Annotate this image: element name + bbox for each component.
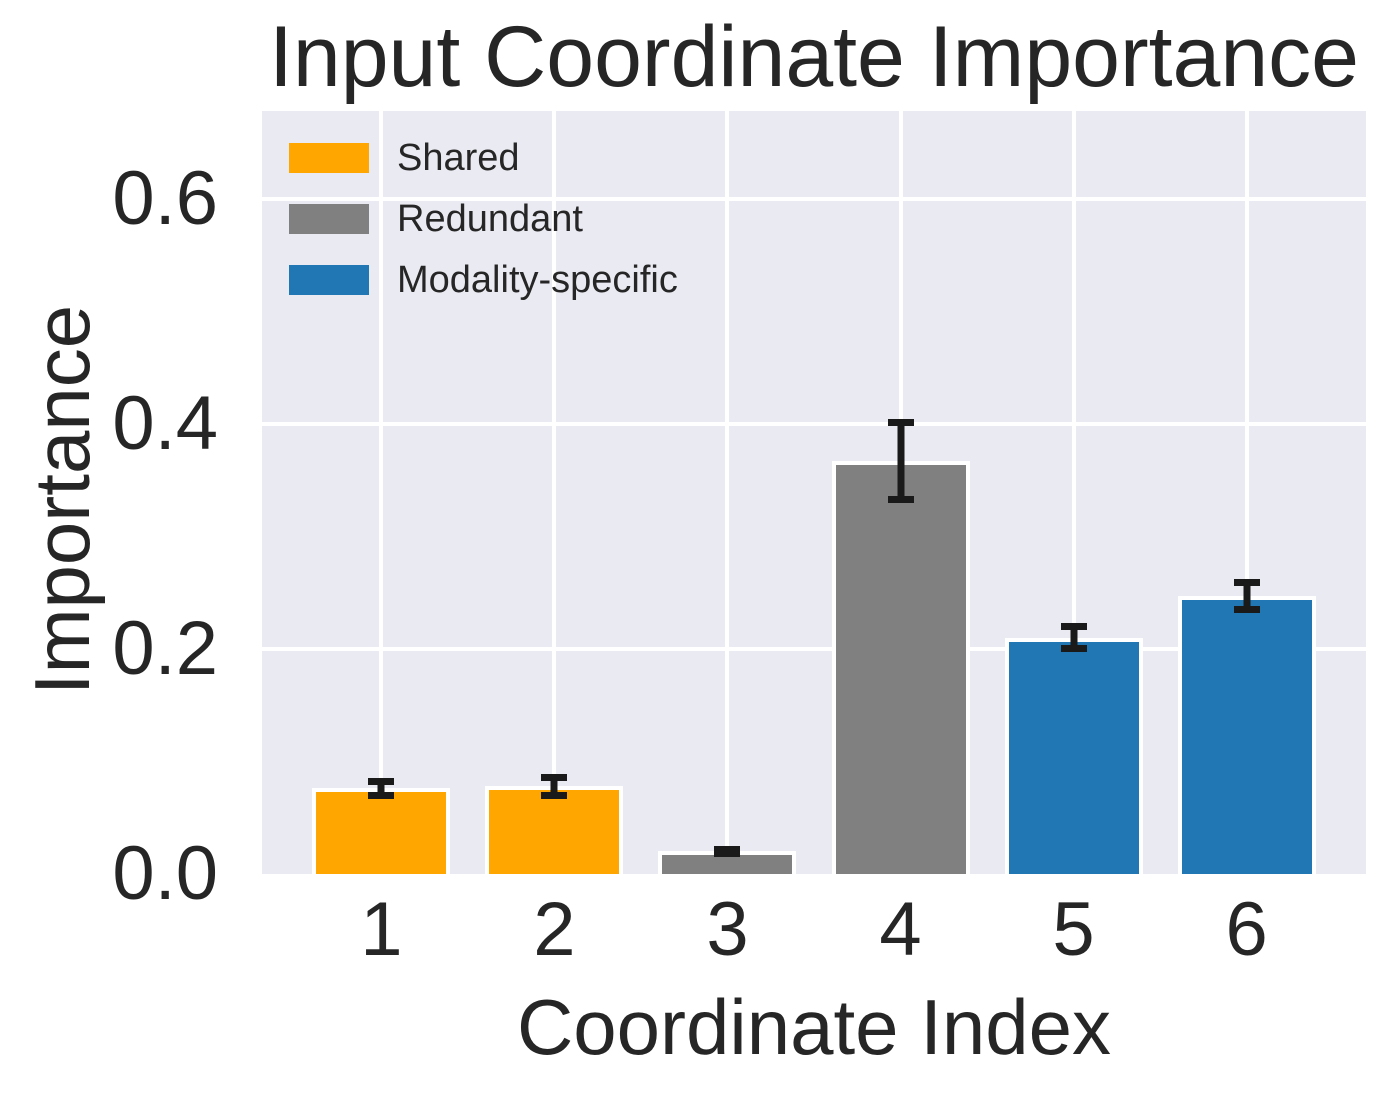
legend: Shared Redundant Modality-specific — [289, 139, 678, 299]
legend-swatch-shared — [289, 143, 369, 173]
x-axis-label: Coordinate Index — [516, 983, 1112, 1071]
error-bar-cap-top — [368, 778, 395, 786]
x-tick-label: 1 — [360, 887, 403, 972]
error-bar-line — [1070, 623, 1078, 653]
error-bar — [1060, 623, 1087, 653]
y-tick-label: 0.4 — [112, 380, 218, 466]
legend-label: Redundant — [397, 198, 583, 240]
error-bar-line — [897, 419, 905, 503]
bar — [831, 460, 970, 874]
error-bar-cap-bottom — [714, 849, 741, 857]
error-bar-line — [550, 773, 558, 799]
gridline-horizontal — [262, 646, 1366, 651]
plot-area: Shared Redundant Modality-specific — [262, 111, 1366, 874]
bar — [312, 788, 451, 874]
error-bar-cap-bottom — [887, 495, 914, 503]
x-tick-label: 5 — [1052, 887, 1095, 972]
x-tick-label: 6 — [1225, 887, 1268, 972]
bar — [1177, 596, 1316, 874]
error-bar-cap-bottom — [541, 791, 568, 799]
error-bar — [368, 778, 395, 799]
y-tick-label: 0.0 — [112, 831, 218, 916]
error-bar-line — [377, 778, 385, 799]
gridline-vertical — [379, 111, 384, 874]
legend-row: Shared — [289, 139, 678, 177]
gridline-horizontal — [262, 196, 1366, 201]
legend-row: Redundant — [289, 200, 678, 238]
chart-title: Input Coordinate Importance — [269, 9, 1359, 105]
x-tick-label: 4 — [879, 887, 922, 972]
error-bar — [887, 419, 914, 503]
error-bar-cap-top — [887, 419, 914, 427]
error-bar — [714, 846, 741, 857]
y-tick-label: 0.2 — [112, 605, 218, 691]
error-bar-cap-top — [1233, 579, 1260, 587]
bar — [485, 786, 624, 874]
legend-label: Modality-specific — [397, 259, 678, 301]
legend-swatch-redundant — [289, 204, 369, 234]
gridline-vertical — [552, 111, 557, 874]
error-bar-cap-bottom — [368, 791, 395, 799]
error-bar-cap-bottom — [1060, 645, 1087, 653]
x-tick-label: 2 — [533, 887, 576, 972]
error-bar-cap-top — [541, 773, 568, 781]
gridline-vertical — [1244, 111, 1249, 874]
y-tick-label: 0.6 — [112, 155, 218, 241]
error-bar — [541, 773, 568, 799]
error-bar-cap-top — [1060, 623, 1087, 631]
error-bar-cap-bottom — [1233, 605, 1260, 613]
bar — [1004, 637, 1143, 874]
legend-label: Shared — [397, 137, 520, 179]
gridline-vertical — [1071, 111, 1076, 874]
error-bar-line — [1243, 579, 1251, 613]
gridline-horizontal — [262, 421, 1366, 426]
error-bar — [1233, 579, 1260, 613]
x-tick-label: 3 — [706, 887, 749, 972]
gridline-vertical — [725, 111, 730, 874]
legend-swatch-modality-specific — [289, 265, 369, 295]
legend-row: Modality-specific — [289, 261, 678, 299]
